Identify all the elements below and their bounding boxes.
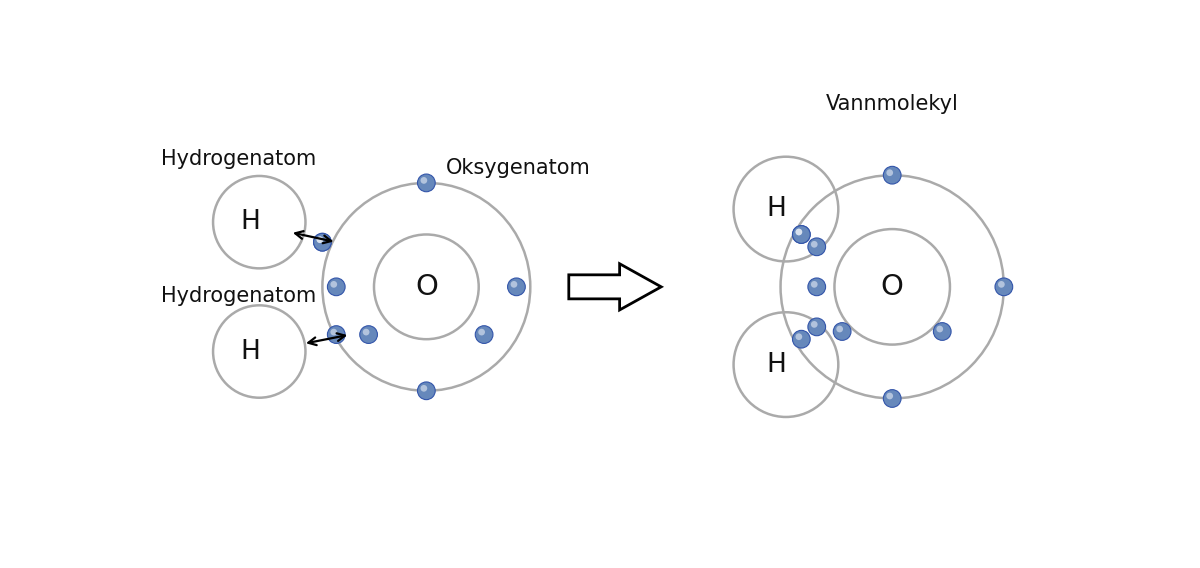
Text: Vannmolekyl: Vannmolekyl: [826, 94, 959, 114]
Circle shape: [330, 329, 337, 336]
Circle shape: [479, 329, 485, 336]
Circle shape: [833, 323, 851, 340]
Circle shape: [834, 229, 950, 345]
Circle shape: [420, 385, 427, 392]
Circle shape: [510, 281, 517, 288]
Circle shape: [936, 325, 943, 332]
Circle shape: [733, 312, 839, 417]
Circle shape: [808, 238, 826, 256]
Text: Hydrogenatom: Hydrogenatom: [161, 286, 316, 306]
Circle shape: [418, 174, 436, 192]
Circle shape: [328, 278, 346, 296]
Text: Hydrogenatom: Hydrogenatom: [161, 149, 316, 169]
Circle shape: [313, 233, 331, 251]
Circle shape: [796, 229, 803, 235]
Circle shape: [934, 323, 952, 340]
Circle shape: [796, 229, 803, 235]
Circle shape: [328, 325, 346, 344]
Circle shape: [808, 318, 826, 336]
Circle shape: [733, 157, 839, 261]
Circle shape: [811, 281, 817, 288]
Circle shape: [887, 169, 893, 176]
Circle shape: [998, 281, 1004, 288]
Circle shape: [811, 241, 817, 248]
Text: H: H: [767, 196, 787, 222]
Circle shape: [508, 278, 526, 296]
Circle shape: [475, 325, 493, 344]
Circle shape: [360, 325, 378, 344]
Text: H: H: [767, 352, 787, 378]
Text: O: O: [881, 273, 904, 301]
Text: H: H: [240, 209, 260, 235]
Circle shape: [362, 329, 370, 336]
Circle shape: [883, 166, 901, 184]
Circle shape: [808, 278, 826, 296]
Circle shape: [418, 382, 436, 400]
Circle shape: [420, 177, 427, 184]
Circle shape: [792, 225, 810, 243]
Circle shape: [792, 225, 810, 243]
Text: O: O: [415, 273, 438, 301]
Circle shape: [995, 278, 1013, 296]
Circle shape: [330, 281, 337, 288]
Circle shape: [214, 176, 306, 268]
Circle shape: [313, 233, 331, 251]
Circle shape: [374, 235, 479, 339]
Circle shape: [883, 390, 901, 407]
Circle shape: [214, 306, 306, 398]
Polygon shape: [569, 264, 661, 310]
Circle shape: [811, 321, 817, 328]
Circle shape: [317, 236, 323, 243]
Circle shape: [836, 325, 844, 332]
Circle shape: [792, 331, 810, 348]
Text: H: H: [240, 339, 260, 365]
Circle shape: [796, 333, 803, 340]
Circle shape: [317, 236, 323, 243]
Circle shape: [887, 392, 893, 399]
Text: Oksygenatom: Oksygenatom: [445, 158, 590, 178]
